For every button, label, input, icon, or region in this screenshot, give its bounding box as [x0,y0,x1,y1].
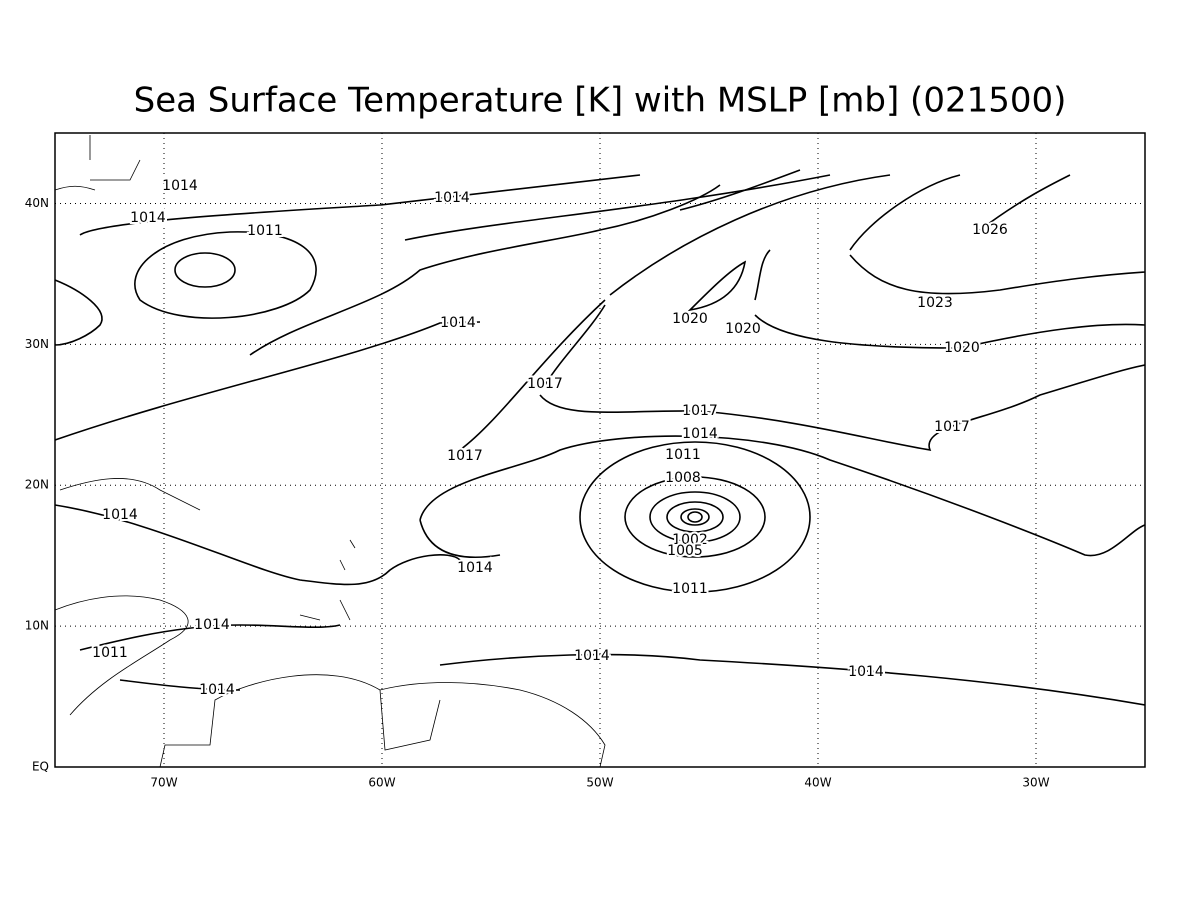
contours [54,169,1146,706]
contour-label: 1014 [102,507,138,523]
y-tick-label: 10N [25,619,49,633]
contour-label: 1014 [194,617,230,633]
y-tick-label: 30N [25,337,49,351]
contour-label: 1014 [199,682,235,698]
contour-label: 1014 [682,426,718,442]
contour-label: 1002 [672,532,708,548]
contour-label: 1017 [682,403,718,419]
contour-label: 1011 [92,645,128,661]
contour-label: 1026 [972,222,1008,238]
contour-label: 1020 [725,321,761,337]
contour-label: 1014 [434,190,470,206]
contour-label: 1014 [848,664,884,680]
x-tick-label: 50W [586,776,613,790]
y-tick-label: EQ [32,760,49,774]
title: Sea Surface Temperature [K] with MSLP [m… [134,81,1067,121]
contour-label: 1014 [130,210,166,226]
contour-label: 1014 [457,560,493,576]
contour-label: 1023 [917,295,953,311]
x-tick-label: 30W [1022,776,1049,790]
contour-label: 1011 [665,447,701,463]
y-tick-label: 40N [25,196,49,210]
contour-label: 1014 [574,648,610,664]
contour-label: 1017 [527,376,563,392]
contour-label: 1020 [944,340,980,356]
x-tick-label: 70W [150,776,177,790]
contour-label: 1008 [665,470,701,486]
x-tick-label: 40W [804,776,831,790]
y-tick-label: 20N [25,478,49,492]
contour-label: 1014 [440,315,476,331]
contour-label: 1017 [934,419,970,435]
contour-label: 1020 [672,311,708,327]
coastlines [54,135,606,768]
frame [54,132,1146,768]
contour-label: 1011 [247,223,283,239]
x-tick-label: 60W [368,776,395,790]
contour-label: 1017 [447,448,483,464]
contour-label: 1014 [162,178,198,194]
contour-label: 1011 [672,581,708,597]
contour-label: 1005 [667,543,703,559]
